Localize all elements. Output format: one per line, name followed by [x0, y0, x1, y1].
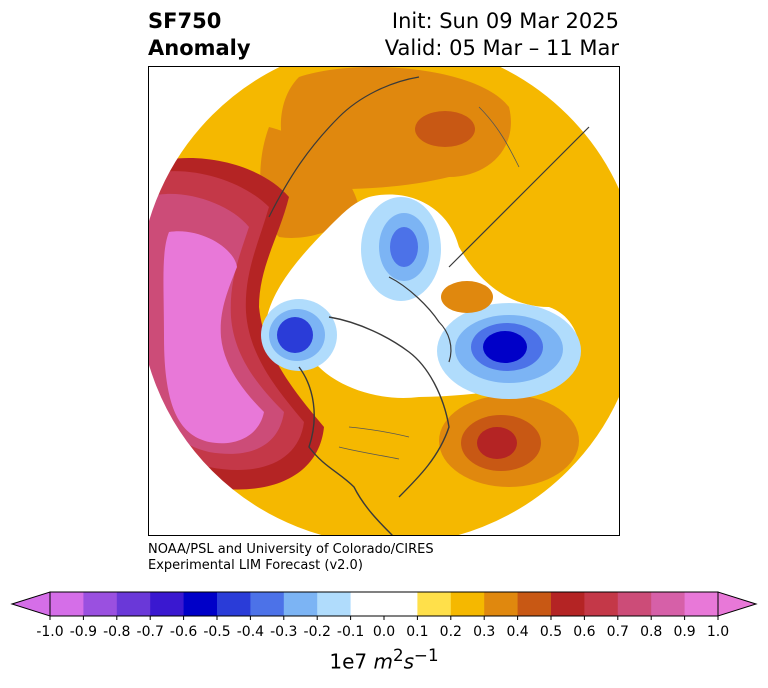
colorbar-segment — [250, 592, 285, 616]
colorbar-tick-label: -0.6 — [170, 624, 197, 640]
contour-pnw-core — [277, 317, 313, 353]
colorbar-segment — [684, 592, 719, 616]
north-america-west-coast — [298, 366, 393, 535]
contour-pacific-max — [163, 231, 264, 444]
colorbar-segment — [484, 592, 519, 616]
colorbar-segment — [83, 592, 118, 616]
credit-block: NOAA/PSL and University of Colorado/CIRE… — [148, 542, 434, 574]
colorbar-arrow-max — [717, 591, 758, 617]
colorbar: -1.0 -0.9 -0.8 -0.7 -0.6 -0.5 -0.4 -0.3 -0.2 -0.1… — [10, 591, 758, 640]
colorbar-tick-label: 0.2 — [440, 624, 462, 640]
colorbar-tick-label: -0.2 — [304, 624, 331, 640]
coastlines — [268, 76, 590, 535]
title-right: Init: Sun 09 Mar 2025 Valid: 05 Mar – 11… — [385, 8, 619, 62]
title-left: SF750 Anomaly — [148, 8, 251, 62]
colorbar-segment — [317, 592, 352, 616]
unit-m: m — [373, 649, 393, 674]
greenland-coast — [388, 276, 452, 363]
colorbar-tick-label: 0.1 — [406, 624, 428, 640]
colorbar-tick-label: 0.9 — [673, 624, 695, 640]
colorbar-tick-label: 0.4 — [506, 624, 528, 640]
colorbar-tick-label: 0.0 — [373, 624, 395, 640]
contour-atlantic-core — [477, 427, 517, 459]
unit-prefix: 1e7 — [329, 649, 368, 674]
colorbar-segment — [450, 592, 485, 616]
colorbar-segment — [551, 592, 585, 616]
colorbar-segment — [617, 592, 652, 616]
colorbar-segment — [183, 592, 218, 616]
colorbar-tick-label: 1.0 — [707, 624, 729, 640]
colorbar-tick-label: -0.9 — [70, 624, 97, 640]
unit-s-exp: −1 — [414, 646, 439, 665]
contour-arctic-core — [390, 227, 418, 267]
variable-name: SF750 — [148, 9, 222, 33]
colorbar-arrow-min — [10, 591, 51, 617]
field-kind: Anomaly — [148, 36, 251, 60]
colorbar-tick-label: -0.3 — [270, 624, 297, 640]
colorbar-tick-label: -0.1 — [337, 624, 364, 640]
colorbar-segment — [350, 592, 385, 616]
colorbar-tick-label: 0.3 — [473, 624, 495, 640]
colorbar-tick-label: 0.8 — [640, 624, 662, 640]
us-state-border-2 — [338, 446, 400, 460]
colorbar-tick-label: 0.6 — [573, 624, 595, 640]
anomaly-map — [149, 67, 619, 535]
colorbar-segment — [651, 592, 686, 616]
credit-line-1: NOAA/PSL and University of Colorado/CIRE… — [148, 542, 434, 557]
colorbar-segment — [384, 592, 418, 616]
us-state-border — [348, 426, 410, 438]
colorbar-segment — [217, 592, 251, 616]
colorbar-segment — [50, 592, 84, 616]
colorbar-unit-label: 1e7 m2s−1 — [0, 646, 768, 674]
unit-m-exp: 2 — [393, 646, 404, 665]
contour-europe-orange — [441, 281, 493, 313]
colorbar-segment — [417, 592, 452, 616]
init-date: Init: Sun 09 Mar 2025 — [391, 9, 619, 33]
filled-contours — [149, 67, 619, 535]
colorbar-tick-label: -1.0 — [36, 624, 63, 640]
north-america-east-coast — [328, 316, 450, 498]
credit-line-2: Experimental LIM Forecast (v2.0) — [148, 558, 363, 573]
europe-coast — [448, 126, 590, 268]
colorbar-tick-label: -0.8 — [103, 624, 130, 640]
colorbar-ticks: -1.0 -0.9 -0.8 -0.7 -0.6 -0.5 -0.4 -0.3 -0.2 -0.1… — [36, 616, 729, 640]
colorbar-tick-label: -0.7 — [137, 624, 164, 640]
contour-scandinavia-core — [415, 111, 475, 147]
colorbar-segment — [584, 592, 619, 616]
contour-natl-core — [483, 331, 527, 363]
colorbar-tick-label: 0.5 — [540, 624, 562, 640]
colorbar-tick-label: 0.7 — [607, 624, 629, 640]
colorbar-segment — [150, 592, 185, 616]
colorbar-segments — [50, 592, 719, 616]
colorbar-segment — [517, 592, 552, 616]
unit-s: s — [403, 649, 415, 674]
contour-arctic-orange — [280, 67, 511, 189]
colorbar-segment — [283, 592, 318, 616]
colorbar-segment — [116, 592, 151, 616]
colorbar-tick-label: -0.5 — [203, 624, 230, 640]
colorbar-tick-label: -0.4 — [237, 624, 264, 640]
map-panel — [148, 66, 620, 536]
country-border — [478, 106, 520, 168]
asia-coast — [268, 76, 420, 218]
valid-range: Valid: 05 Mar – 11 Mar — [384, 36, 619, 60]
